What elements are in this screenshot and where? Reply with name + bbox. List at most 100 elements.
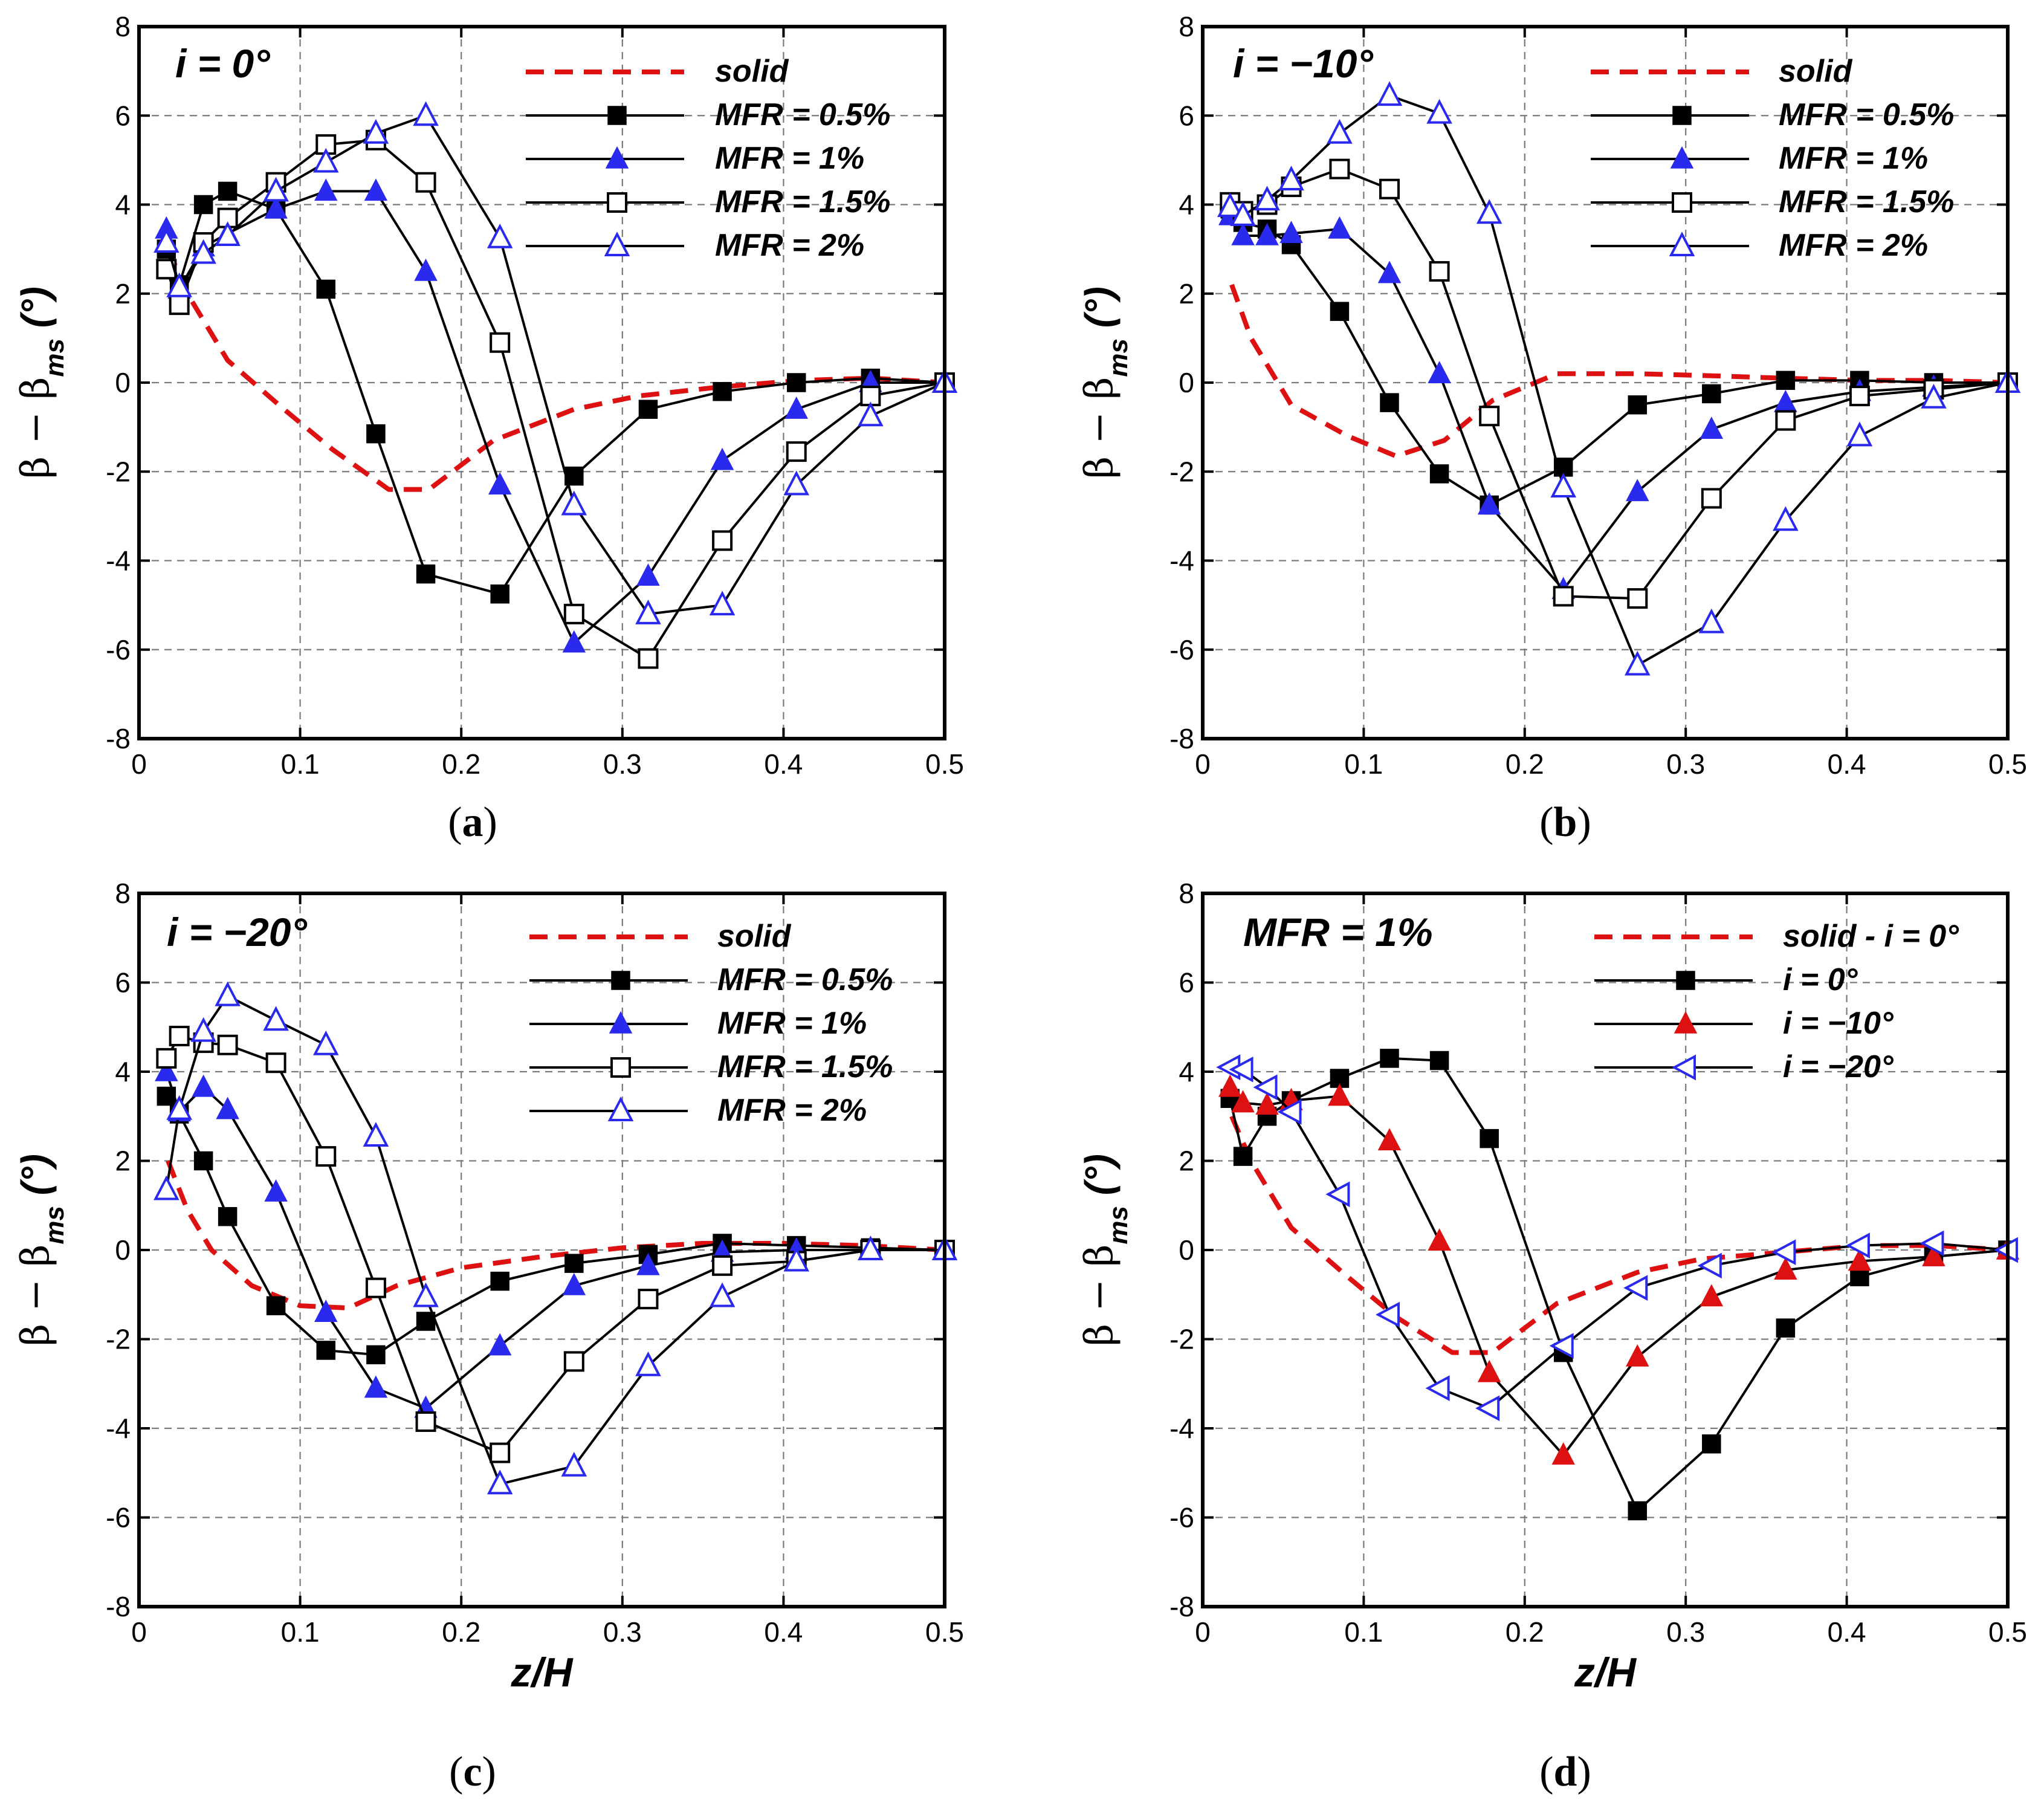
data-point (1380, 1049, 1399, 1068)
data-point (712, 1255, 733, 1276)
data-point (1329, 158, 1350, 180)
x-tick-label: 0.1 (1344, 748, 1383, 780)
y-tick-label: 8 (115, 878, 131, 909)
data-point (413, 1282, 439, 1307)
data-point (316, 279, 336, 299)
y-tick-label: 2 (1179, 1145, 1194, 1177)
data-point (488, 1333, 512, 1356)
data-point (1380, 393, 1399, 412)
data-point (712, 530, 733, 551)
y-tick-label: -2 (106, 1324, 131, 1355)
data-point (1279, 221, 1303, 244)
legend: solid - i = 0° i = 0° i = −10° i = −20° (1594, 919, 1959, 1084)
x-tick-label: 0 (131, 748, 147, 780)
series-mfr-2- (154, 101, 958, 624)
legend-marker (1672, 1054, 1696, 1081)
data-point (562, 1272, 586, 1295)
y-tick-label: 0 (115, 367, 131, 398)
y-tick-label: -2 (1169, 456, 1194, 487)
data-point (1550, 473, 1577, 498)
panel-caption-letter: c (463, 1749, 482, 1795)
x-tick-label: 0 (1195, 748, 1211, 780)
legend-label: MFR = 1% (717, 1006, 867, 1041)
y-tick-label: -4 (1169, 1413, 1194, 1444)
data-point (415, 172, 436, 193)
legend-label: MFR = 0.5% (715, 97, 890, 132)
data-point (1330, 302, 1350, 321)
data-point (155, 1058, 178, 1081)
data-point (1628, 395, 1648, 415)
y-tick-label: 4 (1179, 189, 1194, 221)
y-tick-label: -6 (1169, 634, 1194, 665)
data-point (217, 1034, 238, 1055)
data-point (1624, 650, 1651, 676)
data-point (1702, 384, 1721, 404)
y-tick-label: 4 (1179, 1056, 1194, 1087)
y-tick-label: -6 (1169, 1502, 1194, 1533)
y-tick-label: -8 (106, 723, 131, 754)
y-tick-label: 2 (115, 278, 131, 309)
legend-item: MFR = 1% (529, 1006, 867, 1041)
data-point (416, 564, 436, 584)
data-point (193, 195, 213, 215)
legend-marker (611, 971, 630, 990)
data-point (561, 1451, 587, 1477)
legend-item: solid (529, 919, 792, 954)
panel-caption: (d) (1539, 1749, 1591, 1795)
data-point (636, 563, 660, 586)
x-axis-label: z/H (511, 1650, 574, 1695)
x-tick-label: 0.2 (1506, 748, 1544, 780)
series-solid-i-0- (1229, 1115, 2008, 1355)
series-line (166, 248, 945, 492)
y-tick-label: -4 (1169, 545, 1194, 577)
data-point (1377, 261, 1402, 283)
legend-label: solid (1779, 54, 1853, 89)
legend-item: solid - i = 0° (1594, 919, 1959, 954)
data-point (1698, 608, 1725, 633)
data-point (490, 332, 511, 353)
data-point (783, 470, 810, 496)
series-solid (166, 248, 945, 492)
data-point (1700, 1284, 1724, 1307)
data-point (564, 466, 584, 486)
data-point (218, 1206, 238, 1226)
data-point (1922, 1243, 1945, 1266)
x-tick-label: 0.5 (1988, 1616, 2027, 1648)
y-tick-label: 0 (1179, 367, 1194, 398)
y-tick-label: -8 (1169, 1591, 1194, 1622)
y-tick-label: -4 (106, 1413, 131, 1444)
x-tick-label: 0.5 (1988, 748, 2027, 780)
data-point (266, 1296, 286, 1315)
data-point (561, 490, 587, 516)
data-point (562, 630, 586, 653)
legend-label: solid (715, 54, 789, 89)
data-point (1921, 383, 1947, 409)
data-point (1218, 1074, 1242, 1097)
data-point (1775, 410, 1796, 431)
plot-area (1217, 81, 2021, 676)
x-tick-label: 0.4 (764, 1616, 803, 1648)
legend-item: i = −10° (1594, 1006, 1894, 1041)
panel-caption-letter: d (1554, 1749, 1577, 1795)
data-point (490, 584, 509, 604)
legend-label: MFR = 0.5% (1779, 97, 1954, 132)
data-point (1845, 1232, 1870, 1258)
legend-label: MFR = 0.5% (717, 962, 893, 997)
legend: solid MFR = 0.5% MFR = 1% MFR = 1.5% MFR = 2… (526, 54, 890, 263)
data-point (1428, 361, 1451, 384)
plot-area (1216, 1049, 2020, 1521)
axes: 0 0.1 0.2 0.3 0.4 0.5 -8 -6 -4 -2 0 2 4 6 8 (1169, 11, 2027, 780)
x-tick-label: 0.1 (1344, 1616, 1383, 1648)
legend-marker (1670, 146, 1694, 169)
data-point (1328, 1083, 1351, 1106)
y-tick-label: 4 (115, 1056, 131, 1087)
y-axis-label: β − βms (°) (1077, 1154, 1133, 1346)
data-point (1277, 1099, 1302, 1125)
data-point (1231, 222, 1255, 245)
series-mfr-2- (1217, 81, 2021, 676)
legend-marker (607, 1096, 634, 1121)
panel-b: 0 0.1 0.2 0.3 0.4 0.5 -8 -6 -4 -2 0 2 4 6 8 β − βms (°)… (1077, 11, 2027, 846)
x-axis-label: z/H (1574, 1650, 1637, 1695)
panel-annotation: i = −10° (1233, 41, 1374, 86)
